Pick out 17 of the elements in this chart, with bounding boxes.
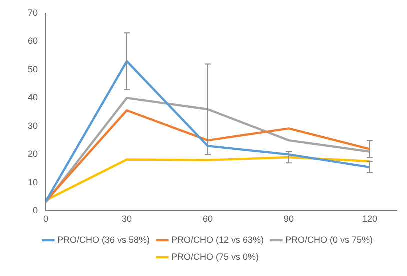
legend-label: PRO/CHO (12 vs 63%) [171, 234, 264, 245]
legend-label: PRO/CHO (36 vs 58%) [57, 234, 150, 245]
y-tick-label: 20 [28, 149, 38, 160]
legend-label: PRO/CHO (0 vs 75%) [286, 234, 374, 245]
y-tick-label: 40 [28, 92, 38, 103]
legend-label: PRO/CHO (75 vs 0%) [171, 252, 260, 262]
x-tick-label: 0 [44, 214, 49, 224]
x-tick-label: 90 [284, 214, 294, 224]
y-tick-label: 70 [28, 8, 38, 18]
y-tick-label: 50 [28, 64, 38, 74]
y-tick-label: 30 [28, 120, 38, 131]
x-tick-label: 30 [122, 214, 132, 224]
y-tick-label: 0 [32, 206, 38, 216]
y-tick-label: 60 [28, 36, 38, 46]
x-tick-label: 120 [362, 214, 378, 224]
y-tick-label: 10 [28, 177, 38, 188]
x-tick-label: 60 [203, 214, 214, 224]
